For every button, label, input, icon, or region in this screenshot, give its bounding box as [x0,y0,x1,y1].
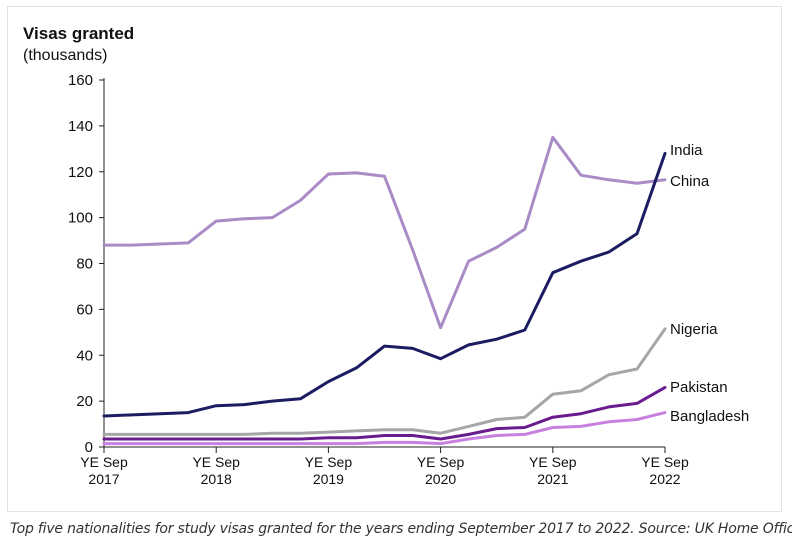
x-tick-label: YE Sep [305,454,353,470]
series-label-bangladesh: Bangladesh [670,408,749,425]
y-tick-label: 80 [76,256,93,273]
y-tick-label: 160 [68,72,93,89]
line-chart: Visas granted (thousands) 0 20 40 60 80 100 12… [23,24,749,487]
y-tick-label: 0 [85,439,93,456]
x-tick-label: YE Sep [80,454,128,470]
x-tick-label: 2017 [88,471,119,487]
x-tick-label: 2018 [201,471,232,487]
chart-title: Visas granted [23,24,134,43]
x-tick-label: 2019 [313,471,344,487]
series-line-pakistan [102,385,667,441]
y-tick-label: 40 [76,347,93,364]
x-tick-label: 2021 [537,471,568,487]
series-lines [102,135,667,446]
series-label-china: China [670,173,710,190]
series-label-pakistan: Pakistan [670,379,728,396]
y-tick-label: 120 [68,164,93,181]
x-tick-label: YE Sep [641,454,689,470]
y-tick-label: 60 [76,301,93,318]
figure-caption: Top five nationalities for study visas g… [10,521,792,537]
x-tick-label: YE Sep [529,454,577,470]
series-labels: China India Nigeria Pakistan Bangladesh [670,142,749,425]
series-label-india: India [670,142,703,159]
series-line-india [102,151,667,418]
series-label-nigeria: Nigeria [670,321,718,338]
series-line-china [102,135,667,330]
series-line-bangladesh [102,411,667,446]
x-tick-label: YE Sep [417,454,465,470]
chart-frame [7,6,782,512]
x-tick-label: 2020 [425,471,456,487]
series-line-nigeria [102,327,667,436]
chart-subtitle: (thousands) [23,47,108,64]
y-tick-label: 20 [76,393,93,410]
y-tick-label: 100 [68,210,93,227]
y-tick-label: 140 [68,118,93,135]
x-tick-label: YE Sep [192,454,240,470]
x-tick-label: 2022 [649,471,680,487]
